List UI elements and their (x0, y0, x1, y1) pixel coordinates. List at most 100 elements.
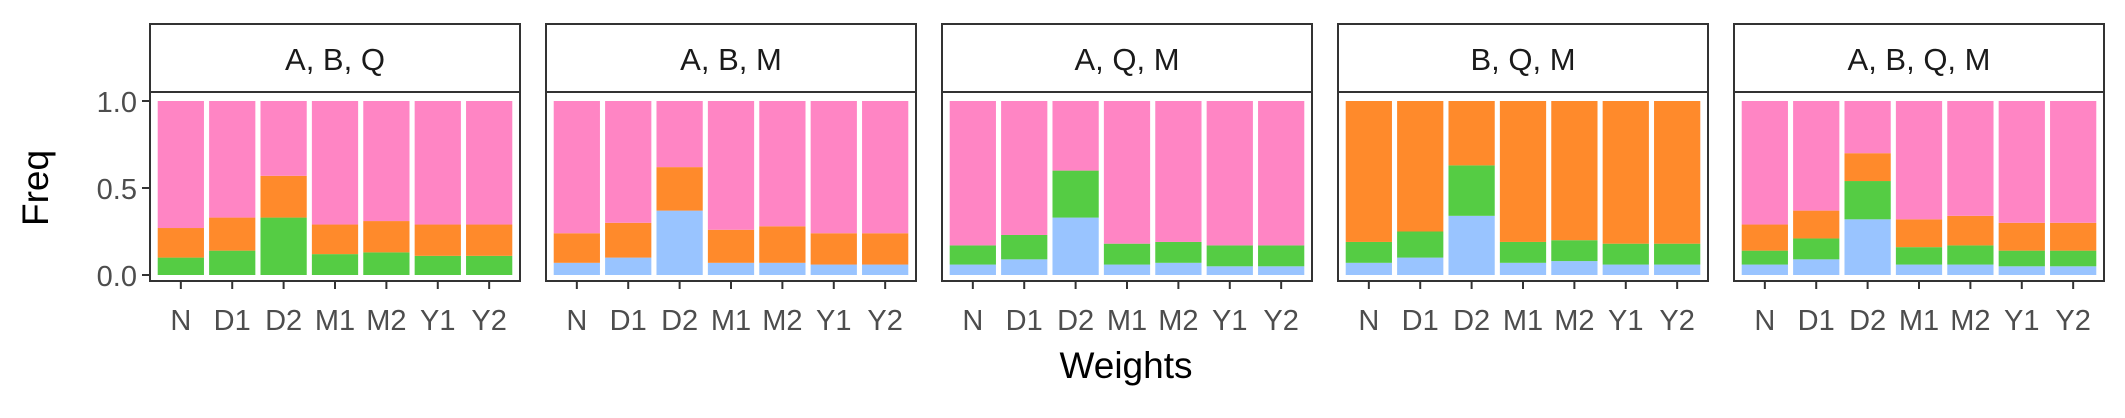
bar-segment (1551, 101, 1598, 241)
bar-segment (1895, 219, 1943, 248)
bar-segment (1448, 101, 1495, 166)
x-tick-label: D2 (1453, 305, 1490, 337)
bar-segment (1895, 264, 1943, 275)
x-tick-label: N (566, 305, 587, 337)
bar-segment (605, 101, 652, 223)
bar-segment (1448, 165, 1495, 216)
facet-panels: A, B, Q N D1 D2 M1 M2 Y1 Y2 A, B, M N D1 D2 M1 M2 Y1 Y2… (149, 23, 2105, 337)
bar-segment (1103, 243, 1151, 265)
bar-segment (656, 210, 703, 275)
bar-segment (1947, 245, 1994, 265)
x-tick-label: D2 (661, 305, 698, 337)
x-tick-label: M2 (366, 305, 406, 337)
x-axis-title: Weights (1060, 345, 1193, 386)
bar-segment (1258, 101, 1305, 246)
facet-panel: B, Q, M N D1 D2 M1 M2 Y1 Y2 (1337, 23, 1709, 337)
x-tick-label: Y1 (1608, 305, 1643, 337)
bar-segment (363, 101, 410, 222)
bar-segment (1001, 234, 1048, 260)
bar-segment (1499, 101, 1547, 242)
bar-segment (1793, 259, 1840, 275)
x-tick-label: Y1 (1212, 305, 1247, 337)
bar-segment (1947, 264, 1994, 275)
y-tick-label: 0.5 (97, 174, 137, 206)
x-tick-label: Y1 (420, 305, 455, 337)
bar-segment (1397, 231, 1444, 258)
facet-panel: A, B, Q N D1 D2 M1 M2 Y1 Y2 (149, 23, 521, 337)
bar-segment (1998, 250, 2045, 267)
bar-segment (1654, 264, 1701, 275)
bar-segment (2050, 101, 2097, 223)
facet-strip-label: A, B, Q (285, 42, 385, 77)
bar-segment (260, 101, 307, 176)
bar-segment (157, 257, 204, 275)
bar-segment (1602, 101, 1649, 244)
bar-segment (862, 233, 909, 265)
bar-segment (810, 101, 857, 234)
facet-strip-label: A, B, Q, M (1848, 42, 1991, 77)
panel-border (1733, 91, 2105, 282)
panel-border (149, 91, 521, 282)
x-tick-label: D1 (1798, 305, 1835, 337)
bar-segment (1741, 264, 1788, 275)
bar-segment (810, 233, 857, 265)
bar-segment (209, 101, 256, 218)
bar-segment (605, 222, 652, 258)
x-tick-label: D1 (610, 305, 647, 337)
y-tick-label: 1.0 (97, 87, 137, 119)
bar-segment (1998, 222, 2045, 251)
bar-segment (1448, 215, 1495, 275)
bar-segment (1499, 262, 1547, 275)
bar-segment (1551, 240, 1598, 262)
bar-segment (466, 255, 513, 275)
bar-segment (1397, 257, 1444, 275)
x-tick-label: M1 (711, 305, 751, 337)
bar-segment (1998, 266, 2045, 275)
bar-segment (414, 255, 461, 275)
facet-strip (1733, 23, 2105, 93)
bar-segment (862, 101, 909, 234)
bar-segment (1844, 101, 1891, 154)
bar-segment (1741, 101, 1788, 225)
x-tick-label: D1 (1006, 305, 1043, 337)
bar-segment (707, 262, 755, 275)
x-tick-label: N (1358, 305, 1379, 337)
panel-border (941, 91, 1313, 282)
bar-segment (414, 101, 461, 225)
x-tick-label: Y2 (471, 305, 506, 337)
x-tick-label: M2 (1950, 305, 1990, 337)
bar-segment (553, 233, 600, 263)
bar-segment (862, 264, 909, 275)
x-tick-label: Y1 (816, 305, 851, 337)
bar-segment (1397, 101, 1444, 232)
bar-segment (1206, 266, 1253, 275)
bar-segment (1052, 101, 1099, 171)
facet-strip-label: A, B, M (680, 42, 782, 77)
facet-strip (941, 23, 1313, 93)
x-tick-label: M2 (1158, 305, 1198, 337)
y-axis-title: Freq (15, 150, 56, 226)
bar-segment (157, 101, 204, 229)
x-tick-label: D2 (1849, 305, 1886, 337)
bar-segment (1844, 219, 1891, 275)
bar-segment (1741, 250, 1788, 265)
y-axis: 0.0 0.5 1.0 (97, 87, 150, 293)
bar-segment (1206, 245, 1253, 267)
bar-segment (1654, 243, 1701, 265)
bar-segment (949, 264, 996, 275)
bar-segment (1206, 101, 1253, 246)
facet-strip-label: B, Q, M (1470, 42, 1575, 77)
bar-segment (1602, 243, 1649, 265)
bar-segment (605, 257, 652, 275)
bar-segment (363, 252, 410, 275)
bar-segment (1052, 170, 1099, 218)
x-tick-label: M1 (1899, 305, 1939, 337)
bar-segment (1001, 259, 1048, 275)
bar-segment (1052, 217, 1099, 275)
bar-segment (553, 262, 600, 275)
bar-segment (949, 245, 996, 265)
bar-segment (260, 175, 307, 218)
x-tick-label: N (1754, 305, 1775, 337)
bar-segment (1155, 101, 1202, 242)
